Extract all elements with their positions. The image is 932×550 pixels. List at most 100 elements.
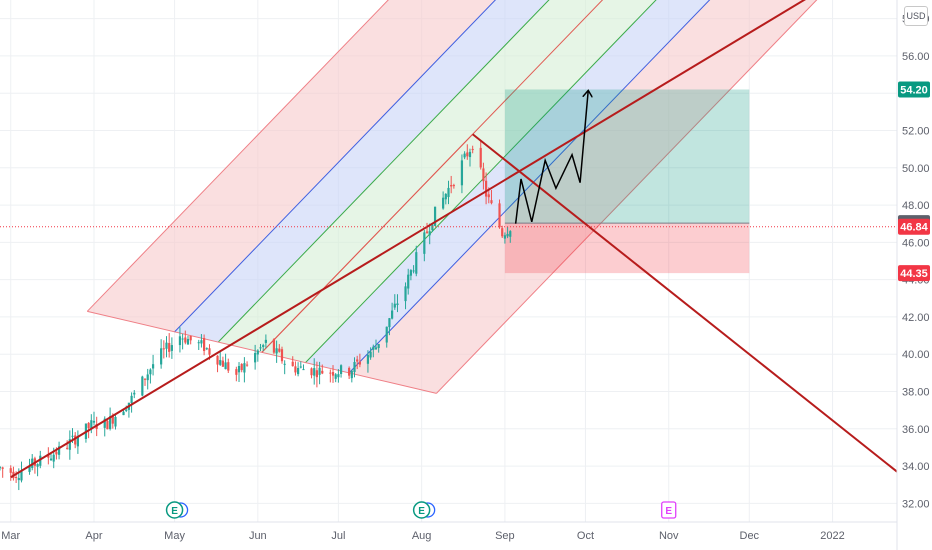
y-tick-label: 50.00 [902,163,930,175]
y-tick-label: 46.00 [902,237,930,249]
pitchfork-line [174,0,496,333]
candle-body [356,359,359,362]
projection-path[interactable] [514,91,589,224]
y-tick-label: 32.00 [902,498,930,510]
earnings-label: E [665,506,672,517]
candle-body [468,151,472,158]
candle-body [452,185,455,187]
candle-body [36,464,39,467]
candle-body [484,180,488,197]
x-tick-label: Dec [740,530,760,542]
trendlines[interactable] [0,0,897,479]
candle-body [20,471,23,481]
candle-body [433,206,437,226]
candle-body [227,362,230,371]
candle-body [272,339,276,353]
y-tick-label: 40.00 [902,349,930,361]
currency-label[interactable]: USD [904,6,928,26]
candle-body [388,318,391,328]
candle-body [498,203,501,228]
candle-body [348,367,351,376]
candle-body [221,360,225,367]
candle-body [240,364,243,371]
candle-body [146,374,149,381]
candle-body [74,435,77,445]
x-tick-label: Apr [85,530,102,542]
candle-body [130,395,133,404]
pitchfork-handle [261,133,474,353]
candle-body [256,350,259,355]
candle-body [431,224,434,231]
candle-body [329,372,332,374]
earnings-label: E [418,506,425,517]
candle-body [425,231,429,233]
candle-body [122,411,125,416]
candle-body [149,369,152,375]
candle-body [160,348,163,365]
candle-body [143,378,147,380]
y-tick-label: 34.00 [902,461,930,473]
candle-body [466,152,469,157]
candle-body [57,446,61,455]
candle-body [259,347,262,349]
x-tick-label: Sep [495,530,515,542]
x-tick-label: Oct [577,530,594,542]
candle-body [428,231,431,236]
stop-zone [504,223,750,274]
pitchfork-line [436,0,818,394]
candle-body [9,468,12,473]
candle-body [125,409,128,411]
candle-body [197,342,200,344]
x-tick-label: Jul [331,530,345,542]
candle-body [409,270,413,276]
candle-body [237,365,241,373]
candle-body [178,336,182,346]
price-label-bg [898,265,930,282]
candle-body [460,160,464,186]
candle-body [318,367,321,375]
candle-body [1,467,4,469]
candle-body [377,343,380,349]
candle-body [415,252,418,274]
candle-body [479,147,482,168]
candle-body [471,148,474,151]
pitchfork-zone [87,0,496,332]
candle-body [447,187,450,198]
candle-body [208,348,211,355]
pitchfork-zone [305,0,710,373]
pitchfork-bands[interactable] [86,0,932,394]
candle-body [412,270,415,272]
candle-body [339,365,343,374]
candle-body [219,360,222,365]
long-position-tool[interactable] [504,89,750,274]
candle-body [509,231,512,237]
candle-body [450,184,453,187]
candle-body [15,476,18,478]
price-label-bg [898,218,930,235]
candle-body [181,338,184,340]
earnings-label: E [171,506,178,517]
candle-body [162,348,165,350]
candle-body [321,370,324,374]
candle-body [506,233,509,237]
candle-body [66,447,69,449]
candle-body [444,193,447,200]
candle-body [133,392,136,395]
candle-body [393,303,396,308]
candle-body [170,345,173,351]
candle-body [404,286,407,302]
candle-body [482,168,485,182]
candle-body [310,368,313,376]
candle-body [106,420,109,430]
trendline [10,0,806,479]
earnings-icon [412,501,431,519]
candle-body [87,422,90,429]
candle-body [442,197,445,209]
projection-line [514,91,589,224]
candle-body [407,274,410,289]
x-tick-label: 2022 [820,530,844,542]
candle-body [205,348,208,350]
